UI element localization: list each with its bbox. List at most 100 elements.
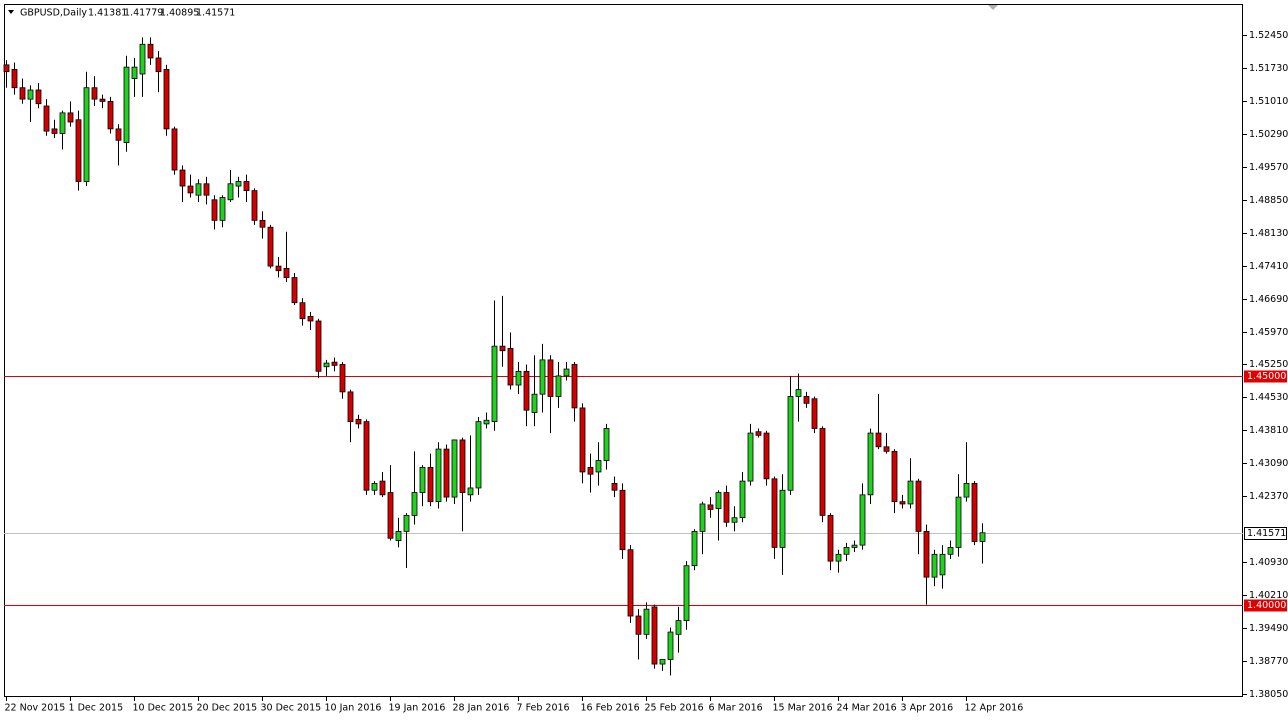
candle-body bbox=[195, 183, 202, 196]
candle-body bbox=[355, 418, 362, 425]
header-high: 1.41779 bbox=[124, 8, 163, 19]
candle-body bbox=[875, 432, 882, 448]
candle-body bbox=[379, 480, 386, 496]
candle-body bbox=[611, 482, 618, 491]
candle-body bbox=[35, 89, 42, 105]
x-tick-label: 22 Nov 2015 bbox=[5, 703, 66, 714]
x-tick-label: 1 Dec 2015 bbox=[69, 703, 124, 714]
candle-body bbox=[755, 431, 762, 436]
chart-title: GBPUSD,Daily bbox=[20, 8, 87, 19]
candle-body bbox=[915, 480, 922, 532]
candle-body bbox=[563, 368, 570, 377]
candle-body bbox=[627, 549, 634, 617]
candle-body bbox=[227, 183, 234, 201]
x-tick-label: 24 Mar 2016 bbox=[837, 703, 897, 714]
candle-body bbox=[771, 478, 778, 548]
x-tick-label: 28 Jan 2016 bbox=[453, 703, 510, 714]
candle-body bbox=[315, 320, 322, 372]
y-tick-label: 1.39490 bbox=[1249, 623, 1288, 634]
candle-body bbox=[395, 531, 402, 541]
candle-body bbox=[331, 361, 338, 366]
y-tick-label: 1.47410 bbox=[1249, 261, 1288, 272]
candle-body bbox=[723, 492, 730, 523]
candle-body bbox=[547, 359, 554, 397]
candle-body bbox=[371, 482, 378, 491]
candle-body bbox=[347, 391, 354, 423]
x-tick-label: 19 Jan 2016 bbox=[389, 703, 446, 714]
candle-body bbox=[587, 466, 594, 475]
candle-body bbox=[523, 370, 530, 411]
candle-body bbox=[571, 364, 578, 409]
y-tick-label: 1.46690 bbox=[1249, 294, 1288, 305]
candle-body bbox=[635, 615, 642, 635]
candle-body bbox=[27, 89, 34, 100]
candle-body bbox=[739, 480, 746, 519]
candle-body bbox=[931, 553, 938, 578]
candle-body bbox=[147, 43, 154, 59]
candle-body bbox=[491, 345, 498, 423]
candle-body bbox=[731, 517, 738, 523]
header-low: 1.40895 bbox=[160, 8, 199, 19]
candle-body bbox=[851, 544, 858, 548]
candle-body bbox=[427, 466, 434, 503]
candle-body bbox=[19, 87, 26, 100]
candle-body bbox=[507, 348, 514, 386]
y-tick-label: 1.52450 bbox=[1249, 30, 1288, 41]
candle-body bbox=[643, 608, 650, 635]
candle-body bbox=[435, 448, 442, 503]
candle-body bbox=[867, 432, 874, 496]
candle-body bbox=[515, 370, 522, 386]
candle-body bbox=[115, 128, 122, 141]
y-tick-label: 1.48850 bbox=[1249, 195, 1288, 206]
candle-body bbox=[339, 364, 346, 393]
candle-body bbox=[123, 66, 130, 144]
level-label: 1.40000 bbox=[1247, 600, 1286, 611]
candle-body bbox=[443, 448, 450, 498]
candle-body bbox=[323, 362, 330, 368]
candle-body bbox=[947, 547, 954, 555]
bid-label: 1.41571 bbox=[1247, 528, 1286, 539]
candle-body bbox=[659, 659, 666, 665]
x-tick-label: 15 Mar 2016 bbox=[773, 703, 833, 714]
candle-body bbox=[267, 226, 274, 267]
candle-body bbox=[3, 64, 10, 73]
candle-body bbox=[971, 482, 978, 542]
bid-label-box bbox=[1244, 527, 1287, 540]
candle-body bbox=[891, 450, 898, 503]
candle-body bbox=[827, 515, 834, 562]
y-tick-label: 1.45970 bbox=[1249, 327, 1288, 338]
y-tick-label: 1.38770 bbox=[1249, 656, 1288, 667]
level-label-box bbox=[1244, 599, 1287, 612]
header-open: 1.41381 bbox=[88, 8, 127, 19]
y-tick-label: 1.43810 bbox=[1249, 425, 1288, 436]
candle-body bbox=[275, 265, 282, 272]
candle-body bbox=[899, 501, 906, 505]
candle-body bbox=[763, 432, 770, 480]
candle-body bbox=[979, 532, 986, 542]
y-tick-label: 1.38050 bbox=[1249, 689, 1288, 700]
candle-body bbox=[747, 432, 754, 482]
candle-body bbox=[595, 460, 602, 473]
candle-body bbox=[291, 277, 298, 304]
x-tick-label: 7 Feb 2016 bbox=[517, 703, 570, 714]
y-tick-label: 1.42370 bbox=[1249, 491, 1288, 502]
candle-body bbox=[859, 494, 866, 546]
candle-body bbox=[51, 128, 58, 134]
candle-body bbox=[299, 302, 306, 320]
level-label-box bbox=[1244, 370, 1287, 383]
candle-body bbox=[803, 396, 810, 404]
candle-body bbox=[363, 421, 370, 491]
x-tick-label: 25 Feb 2016 bbox=[645, 703, 704, 714]
x-tick-label: 20 Dec 2015 bbox=[197, 703, 258, 714]
y-tick-label: 1.40210 bbox=[1249, 590, 1288, 601]
candle-body bbox=[243, 181, 250, 192]
y-tick-label: 1.45250 bbox=[1249, 359, 1288, 370]
candle-body bbox=[67, 112, 74, 123]
candle-body bbox=[579, 407, 586, 473]
menu-arrow[interactable] bbox=[8, 10, 14, 14]
shift-marker bbox=[988, 5, 998, 10]
candle-body bbox=[787, 396, 794, 491]
